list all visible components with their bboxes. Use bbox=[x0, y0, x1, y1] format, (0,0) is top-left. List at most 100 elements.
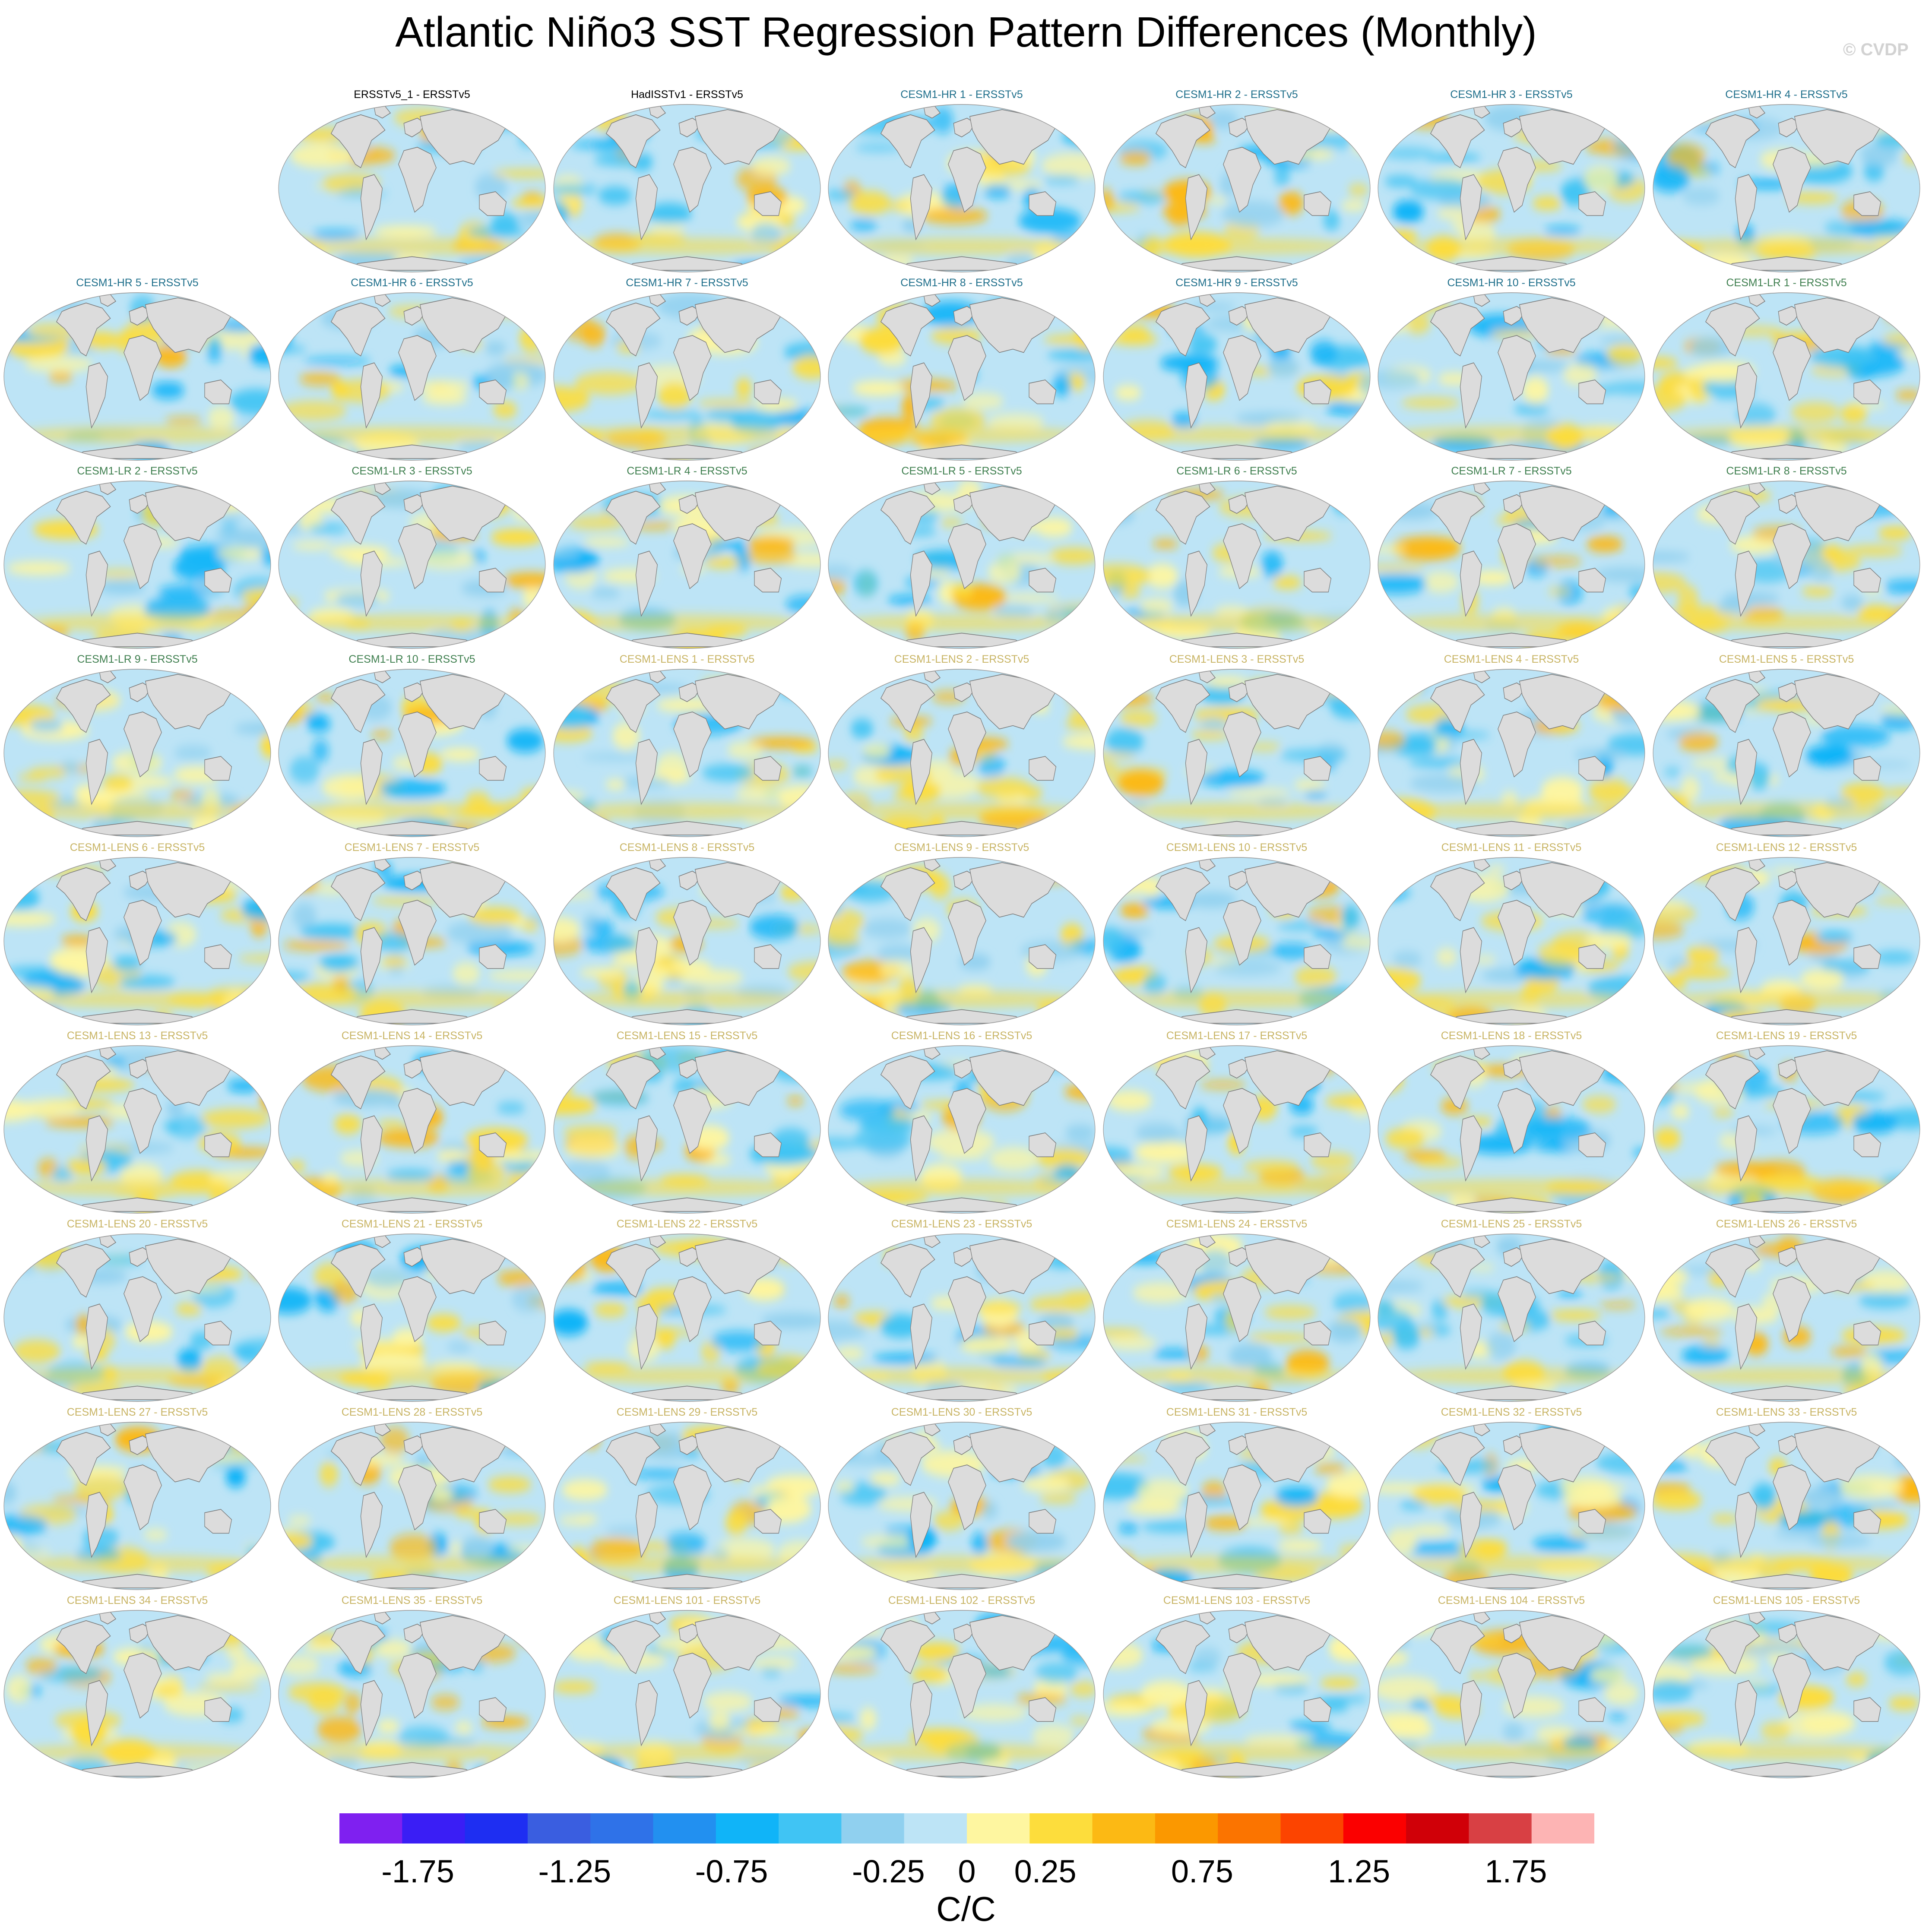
map-outline bbox=[553, 1422, 821, 1590]
map-panel: CESM1-LR 7 - ERSSTv5 bbox=[1374, 465, 1649, 654]
regression-map bbox=[1378, 669, 1645, 837]
colorbar-tick-label: 0 bbox=[958, 1853, 976, 1889]
map-outline bbox=[828, 1233, 1096, 1402]
regression-map bbox=[1103, 481, 1371, 649]
map-panel: CESM1-LENS 34 - ERSSTv5 bbox=[0, 1594, 275, 1783]
watermark: © CVDP bbox=[1843, 40, 1909, 59]
panel-title: CESM1-LENS 8 - ERSSTv5 bbox=[619, 841, 755, 854]
map-panel: CESM1-LR 9 - ERSSTv5 bbox=[0, 653, 275, 842]
panel-title: CESM1-LENS 2 - ERSSTv5 bbox=[894, 653, 1029, 665]
map-outline bbox=[1653, 1422, 1920, 1590]
land-mask bbox=[56, 294, 232, 459]
anomaly-field bbox=[4, 681, 271, 837]
land-mask bbox=[1430, 1612, 1606, 1777]
map-outline bbox=[828, 1422, 1096, 1590]
panel-title: CESM1-LENS 16 - ERSSTv5 bbox=[891, 1030, 1033, 1042]
land-mask bbox=[605, 106, 782, 271]
map-outline bbox=[828, 1610, 1096, 1778]
colorbar-swatch bbox=[1343, 1813, 1406, 1844]
colorbar-swatch bbox=[841, 1813, 905, 1844]
map-outline bbox=[278, 857, 546, 1025]
map-panel: CESM1-HR 5 - ERSSTv5 bbox=[0, 276, 275, 465]
land-mask bbox=[1705, 1047, 1881, 1212]
land-mask bbox=[330, 294, 507, 459]
panel-title: CESM1-LENS 5 - ERSSTv5 bbox=[1719, 653, 1854, 665]
regression-map bbox=[553, 104, 821, 272]
colorbar bbox=[339, 1813, 1594, 1844]
land-mask bbox=[880, 1235, 1057, 1400]
panel-title: CESM1-LENS 22 - ERSSTv5 bbox=[616, 1218, 758, 1230]
map-panel: CESM1-LENS 29 - ERSSTv5 bbox=[550, 1406, 824, 1595]
colorbar-tick-label: 1.25 bbox=[1328, 1853, 1390, 1889]
regression-map bbox=[828, 292, 1096, 461]
regression-map bbox=[1653, 292, 1920, 461]
panel-title: CESM1-LR 1 - ERSSTv5 bbox=[1726, 277, 1847, 289]
land-mask bbox=[56, 1423, 232, 1588]
map-panel: CESM1-LR 1 - ERSSTv5 bbox=[1649, 276, 1924, 465]
map-panel: CESM1-HR 6 - ERSSTv5 bbox=[275, 276, 549, 465]
land-mask bbox=[1155, 1235, 1332, 1400]
map-panel: CESM1-LENS 26 - ERSSTv5 bbox=[1649, 1217, 1924, 1407]
panel-title: CESM1-LENS 1 - ERSSTv5 bbox=[619, 653, 755, 665]
map-panel: CESM1-LR 10 - ERSSTv5 bbox=[275, 653, 549, 842]
colorbar-units: C/C bbox=[936, 1890, 996, 1928]
map-outline bbox=[1103, 1233, 1371, 1402]
map-outline bbox=[553, 1045, 821, 1214]
map-outline bbox=[278, 292, 546, 461]
panel-title: CESM1-LENS 30 - ERSSTv5 bbox=[891, 1406, 1033, 1418]
panel-title: CESM1-LENS 6 - ERSSTv5 bbox=[70, 841, 205, 854]
panel-title: CESM1-HR 7 - ERSSTv5 bbox=[626, 277, 748, 289]
land-mask bbox=[1430, 1423, 1606, 1588]
panel-title: CESM1-LR 7 - ERSSTv5 bbox=[1451, 465, 1572, 477]
land-mask bbox=[330, 670, 507, 835]
regression-map bbox=[553, 1422, 821, 1590]
map-outline bbox=[1378, 1422, 1645, 1590]
land-mask bbox=[56, 1235, 232, 1400]
map-outline bbox=[828, 857, 1096, 1025]
land-mask bbox=[56, 859, 232, 1024]
map-outline bbox=[1653, 669, 1920, 837]
map-outline bbox=[1103, 1610, 1371, 1778]
land-mask bbox=[880, 859, 1057, 1024]
land-mask bbox=[605, 859, 782, 1024]
map-outline bbox=[553, 104, 821, 272]
regression-map bbox=[1378, 1233, 1645, 1402]
panel-title: CESM1-LENS 10 - ERSSTv5 bbox=[1166, 841, 1308, 854]
regression-map bbox=[1103, 104, 1371, 272]
land-mask bbox=[605, 294, 782, 459]
map-panel: CESM1-LENS 5 - ERSSTv5 bbox=[1649, 653, 1924, 842]
regression-map bbox=[278, 481, 546, 649]
panel-title: CESM1-LR 5 - ERSSTv5 bbox=[901, 465, 1022, 477]
panel-title: CESM1-HR 10 - ERSSTv5 bbox=[1447, 277, 1576, 289]
colorbar-swatch bbox=[1531, 1813, 1594, 1844]
map-panel: CESM1-LR 5 - ERSSTv5 bbox=[824, 465, 1099, 654]
map-panel: CESM1-LENS 104 - ERSSTv5 bbox=[1374, 1594, 1649, 1783]
colorbar-swatch bbox=[716, 1813, 779, 1844]
panel-title: CESM1-LR 8 - ERSSTv5 bbox=[1726, 465, 1847, 477]
panel-title: CESM1-LR 10 - ERSSTv5 bbox=[348, 653, 475, 665]
regression-map bbox=[1103, 1233, 1371, 1402]
map-outline bbox=[1653, 857, 1920, 1025]
land-mask bbox=[1705, 106, 1881, 271]
panel-title: CESM1-LENS 32 - ERSSTv5 bbox=[1441, 1406, 1582, 1418]
panel-title: CESM1-LENS 19 - ERSSTv5 bbox=[1716, 1030, 1857, 1042]
map-panel: CESM1-LENS 20 - ERSSTv5 bbox=[0, 1217, 275, 1407]
map-panel: CESM1-LENS 7 - ERSSTv5 bbox=[275, 841, 549, 1030]
panel-title: CESM1-LENS 28 - ERSSTv5 bbox=[341, 1406, 483, 1418]
panel-title: CESM1-HR 4 - ERSSTv5 bbox=[1725, 89, 1848, 101]
map-panel: CESM1-LENS 28 - ERSSTv5 bbox=[275, 1406, 549, 1595]
map-panel: CESM1-LENS 101 - ERSSTv5 bbox=[550, 1594, 824, 1783]
regression-map bbox=[278, 292, 546, 461]
map-outline bbox=[1653, 1233, 1920, 1402]
regression-map bbox=[1103, 1422, 1371, 1590]
map-panel: CESM1-LENS 14 - ERSSTv5 bbox=[275, 1029, 549, 1218]
panel-title: CESM1-LENS 14 - ERSSTv5 bbox=[341, 1030, 483, 1042]
map-outline bbox=[1103, 104, 1371, 272]
land-mask bbox=[330, 1423, 507, 1588]
regression-map bbox=[3, 669, 271, 837]
regression-map bbox=[828, 857, 1096, 1025]
panel-title: CESM1-HR 1 - ERSSTv5 bbox=[900, 89, 1023, 101]
panel-title: CESM1-LENS 25 - ERSSTv5 bbox=[1441, 1218, 1582, 1230]
regression-map bbox=[553, 1045, 821, 1214]
panel-title: CESM1-HR 2 - ERSSTv5 bbox=[1175, 89, 1298, 101]
